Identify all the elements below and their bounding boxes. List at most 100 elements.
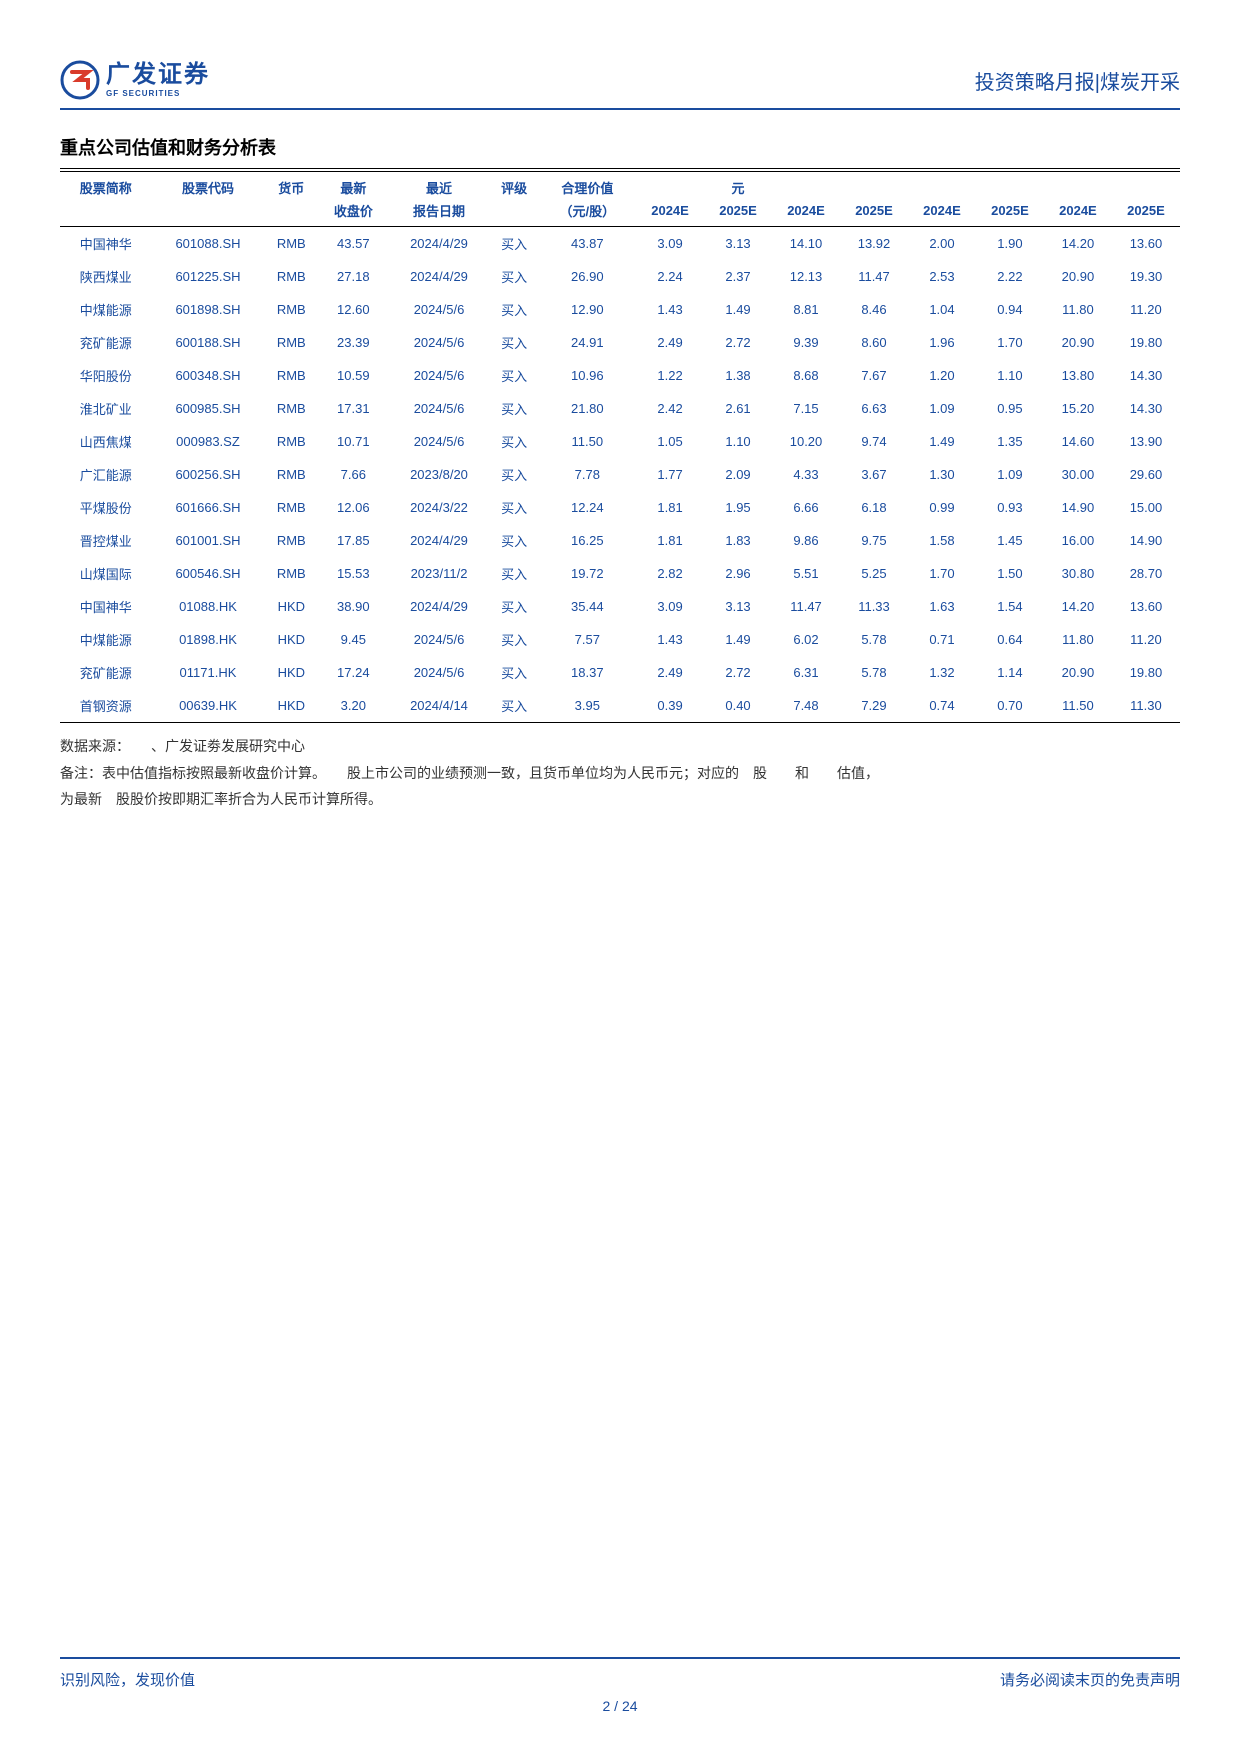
table-row: 山西焦煤000983.SZRMB10.712024/5/6买入11.501.05… — [60, 425, 1180, 458]
table-cell: 中国神华 — [60, 590, 152, 623]
table-cell: 14.10 — [772, 227, 840, 261]
table-header-cell — [840, 172, 908, 200]
table-row: 首钢资源00639.HKHKD3.202024/4/14买入3.950.390.… — [60, 689, 1180, 723]
table-cell: 2024/4/14 — [388, 689, 489, 723]
table-cell: 12.24 — [539, 491, 636, 524]
table-cell: RMB — [264, 425, 318, 458]
table-cell: 买入 — [490, 392, 539, 425]
table-cell: 1.22 — [636, 359, 704, 392]
table-cell: 买入 — [490, 359, 539, 392]
table-cell: 0.71 — [908, 623, 976, 656]
table-cell: 15.53 — [318, 557, 388, 590]
table-cell: 11.33 — [840, 590, 908, 623]
table-cell: 1.43 — [636, 623, 704, 656]
table-cell: 11.20 — [1112, 623, 1180, 656]
table-cell: 2024/4/29 — [388, 590, 489, 623]
table-cell: 0.74 — [908, 689, 976, 723]
table-cell: 6.18 — [840, 491, 908, 524]
table-cell: 17.24 — [318, 656, 388, 689]
table-header-cell: 股票代码 — [152, 172, 265, 200]
table-cell: 1.09 — [976, 458, 1044, 491]
table-cell: 7.66 — [318, 458, 388, 491]
table-cell: 13.60 — [1112, 590, 1180, 623]
table-cell: 3.09 — [636, 590, 704, 623]
table-cell: 7.29 — [840, 689, 908, 723]
table-cell: 2024/5/6 — [388, 392, 489, 425]
table-cell: 2.49 — [636, 326, 704, 359]
table-cell: 19.30 — [1112, 260, 1180, 293]
header-category: 投资策略月报|煤炭开采 — [975, 66, 1180, 95]
table-cell: 9.75 — [840, 524, 908, 557]
table-cell: 淮北矿业 — [60, 392, 152, 425]
table-cell: 买入 — [490, 260, 539, 293]
table-cell: 5.78 — [840, 656, 908, 689]
table-cell: 17.31 — [318, 392, 388, 425]
table-cell: 01898.HK — [152, 623, 265, 656]
table-cell: 1.09 — [908, 392, 976, 425]
table-cell: 1.77 — [636, 458, 704, 491]
table-row: 淮北矿业600985.SHRMB17.312024/5/6买入21.802.42… — [60, 392, 1180, 425]
table-cell: 7.57 — [539, 623, 636, 656]
table-cell: 14.20 — [1044, 590, 1112, 623]
table-cell: 1.96 — [908, 326, 976, 359]
table-cell: 2.72 — [704, 326, 772, 359]
table-cell: 1.10 — [976, 359, 1044, 392]
table-cell: 14.30 — [1112, 359, 1180, 392]
table-cell: 1.83 — [704, 524, 772, 557]
table-cell: 9.74 — [840, 425, 908, 458]
section-title: 重点公司估值和财务分析表 — [60, 134, 1180, 160]
table-header-cell: 股票简称 — [60, 172, 152, 200]
table-cell: 1.20 — [908, 359, 976, 392]
table-cell: 4.33 — [772, 458, 840, 491]
table-cell: HKD — [264, 590, 318, 623]
table-cell: 2.82 — [636, 557, 704, 590]
table-cell: 1.50 — [976, 557, 1044, 590]
table-cell: 2.49 — [636, 656, 704, 689]
table-cell: 11.80 — [1044, 623, 1112, 656]
table-cell: 3.95 — [539, 689, 636, 723]
table-cell: 30.80 — [1044, 557, 1112, 590]
table-cell: 5.51 — [772, 557, 840, 590]
table-cell: 0.94 — [976, 293, 1044, 326]
footer-divider — [60, 1657, 1180, 1659]
section-underline — [60, 168, 1180, 169]
table-cell: 9.86 — [772, 524, 840, 557]
table-cell: 18.37 — [539, 656, 636, 689]
table-row: 中煤能源01898.HKHKD9.452024/5/6买入7.571.431.4… — [60, 623, 1180, 656]
table-cell: 23.39 — [318, 326, 388, 359]
table-header-cell — [60, 199, 152, 227]
table-cell: 16.25 — [539, 524, 636, 557]
table-cell: 晋控煤业 — [60, 524, 152, 557]
table-cell: 7.67 — [840, 359, 908, 392]
table-cell: 广汇能源 — [60, 458, 152, 491]
table-cell: 买入 — [490, 491, 539, 524]
table-header-cell: 货币 — [264, 172, 318, 200]
table-cell: 11.47 — [772, 590, 840, 623]
table-cell: 601898.SH — [152, 293, 265, 326]
table-header-cell: 评级 — [490, 172, 539, 200]
table-cell: 601088.SH — [152, 227, 265, 261]
table-cell: 买入 — [490, 623, 539, 656]
table-cell: 6.66 — [772, 491, 840, 524]
table-cell: 000983.SZ — [152, 425, 265, 458]
table-cell: 1.54 — [976, 590, 1044, 623]
table-notes: 数据来源： 、广发证劵发展研究中心 备注：表中估值指标按照最新收盘价计算。 股上… — [60, 733, 1180, 813]
table-cell: 0.64 — [976, 623, 1044, 656]
table-cell: RMB — [264, 392, 318, 425]
table-cell: 13.90 — [1112, 425, 1180, 458]
table-cell: 中煤能源 — [60, 623, 152, 656]
table-cell: 2024/5/6 — [388, 326, 489, 359]
table-cell: 2024/5/6 — [388, 425, 489, 458]
table-cell: RMB — [264, 293, 318, 326]
table-cell: 21.80 — [539, 392, 636, 425]
table-cell: 601225.SH — [152, 260, 265, 293]
table-cell: 00639.HK — [152, 689, 265, 723]
table-cell: 0.40 — [704, 689, 772, 723]
table-cell: 12.13 — [772, 260, 840, 293]
table-cell: 2024/5/6 — [388, 293, 489, 326]
table-cell: 0.39 — [636, 689, 704, 723]
table-cell: 12.90 — [539, 293, 636, 326]
table-header-cell: 2024E — [772, 199, 840, 227]
table-cell: 1.49 — [704, 293, 772, 326]
table-cell: 3.67 — [840, 458, 908, 491]
